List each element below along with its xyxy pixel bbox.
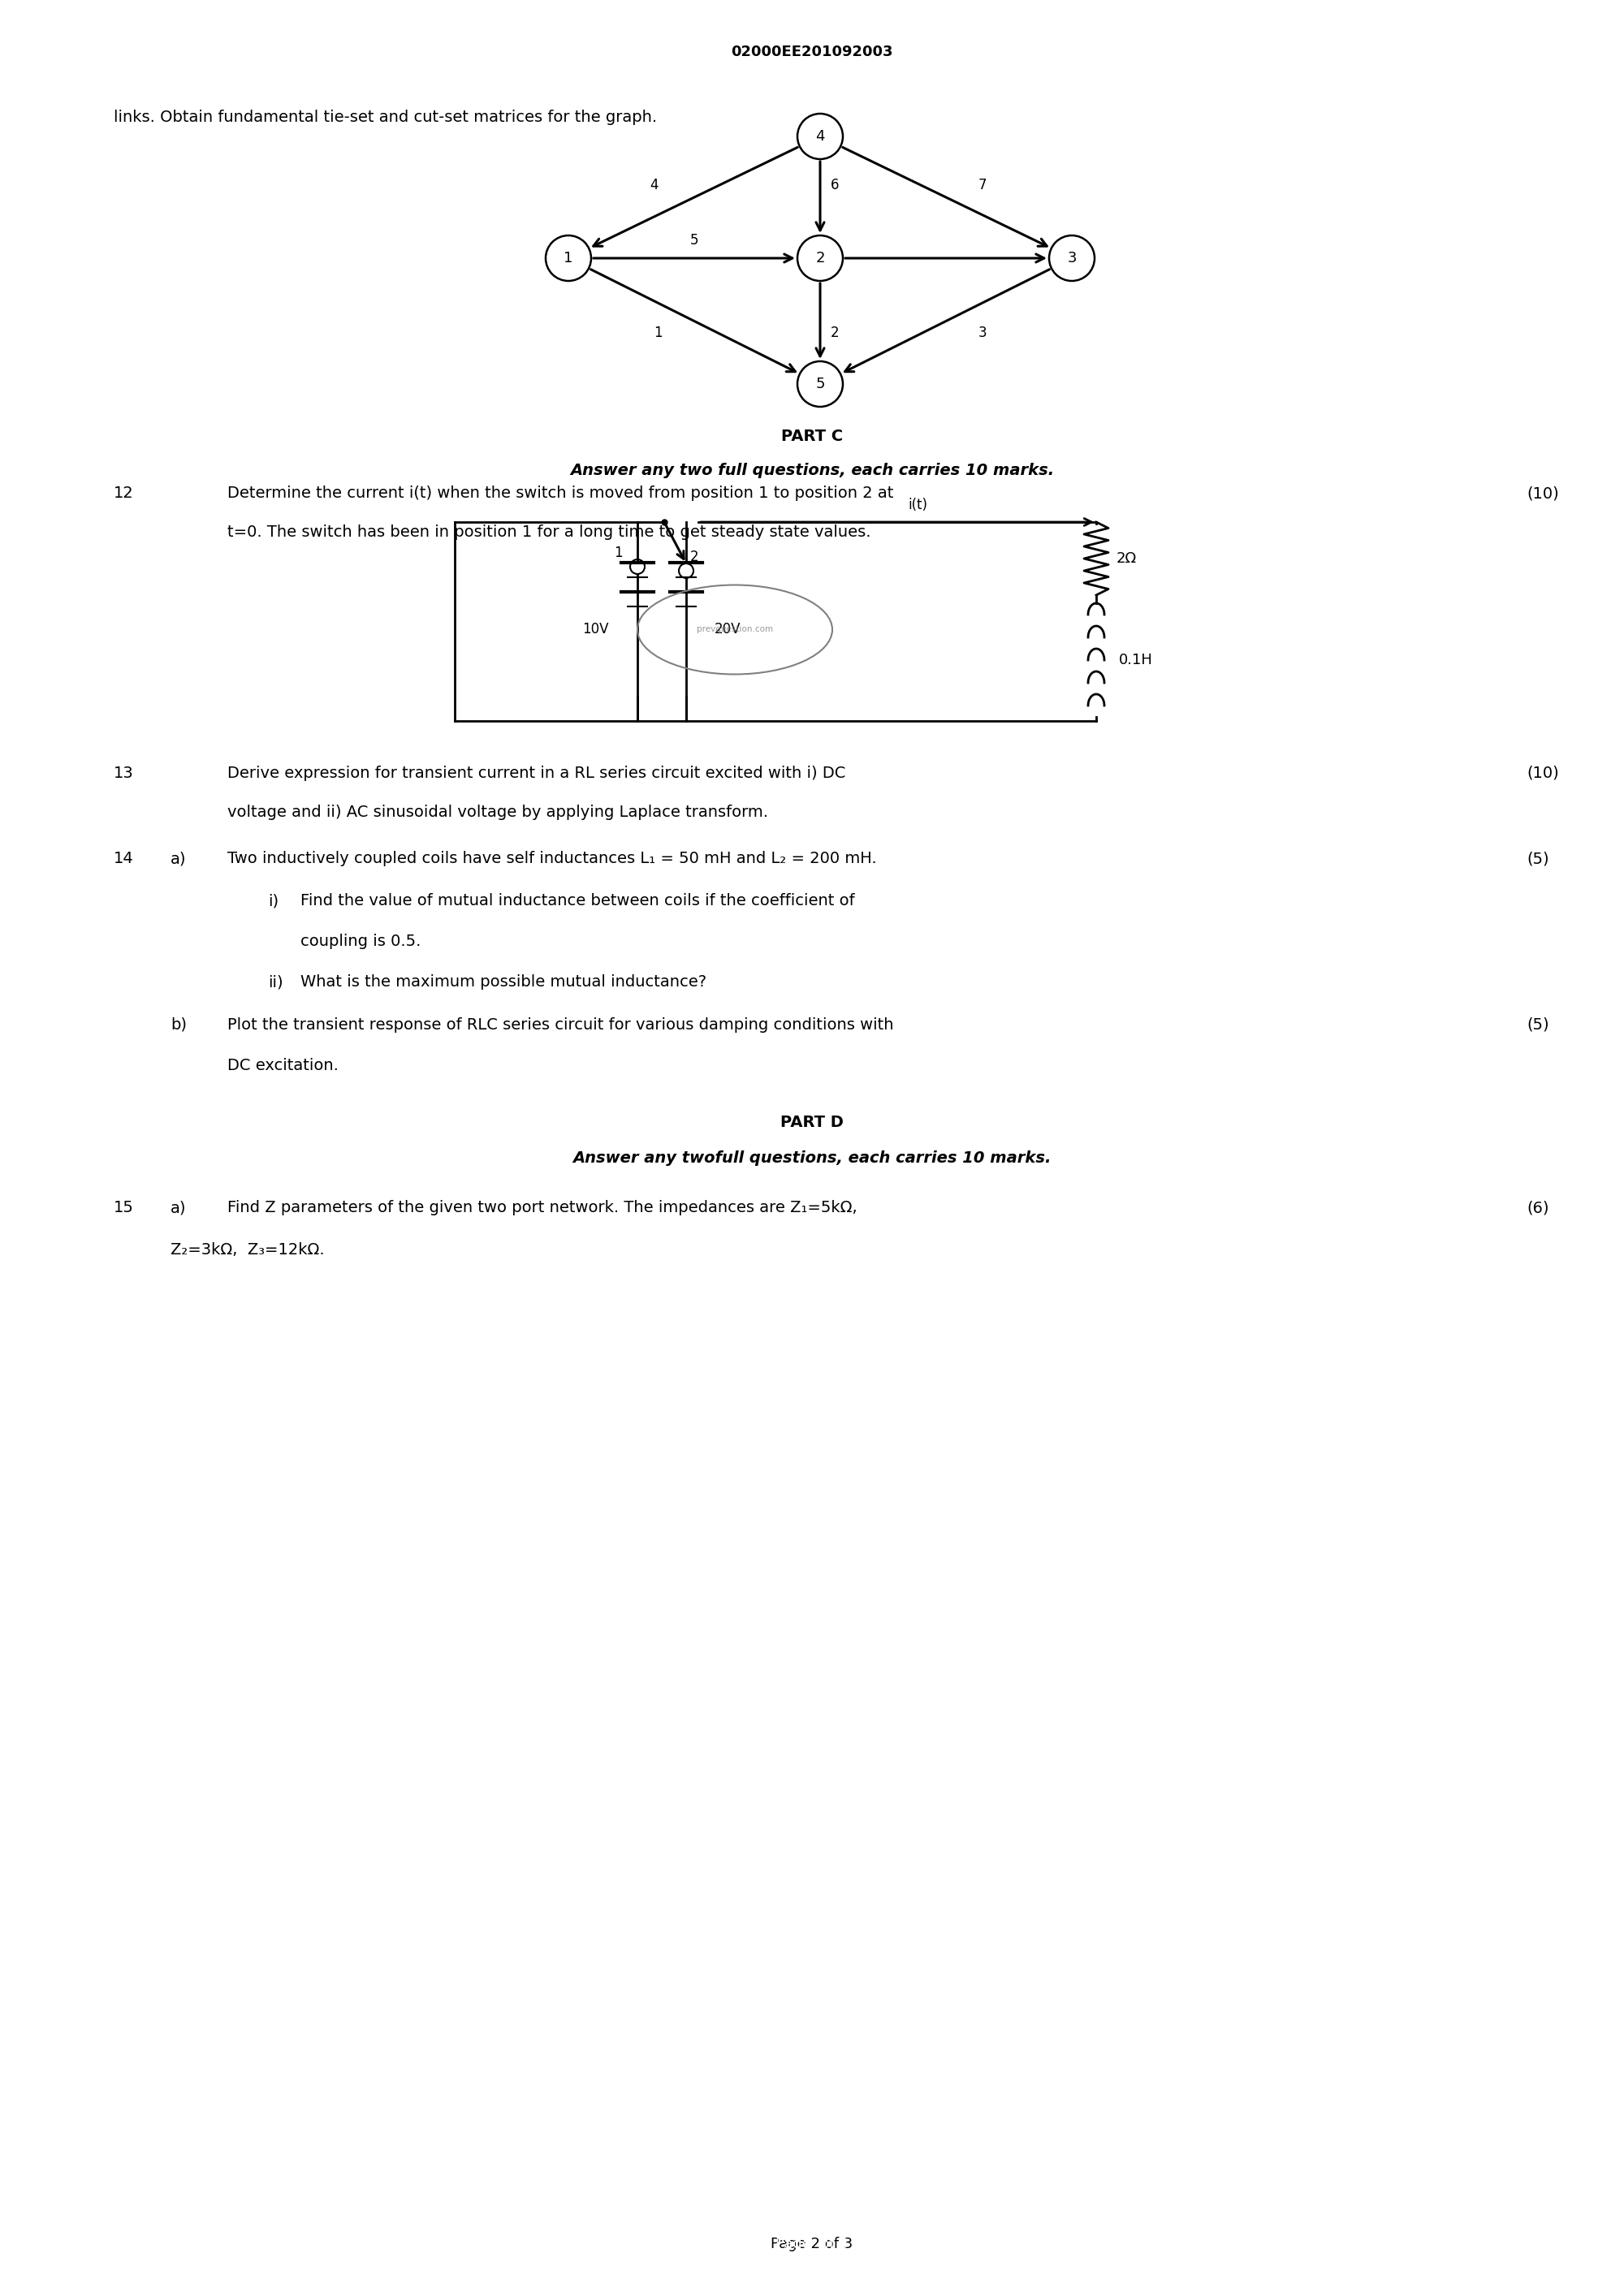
Text: 5: 5 xyxy=(815,377,825,390)
Text: PART C: PART C xyxy=(781,429,843,443)
Text: 1: 1 xyxy=(614,546,624,560)
Text: links. Obtain fundamental tie-set and cut-set matrices for the graph.: links. Obtain fundamental tie-set and cu… xyxy=(114,110,658,124)
Text: 13: 13 xyxy=(114,765,133,781)
Text: (6): (6) xyxy=(1527,1201,1549,1215)
Text: 10V: 10V xyxy=(583,622,609,636)
Text: 20V: 20V xyxy=(715,622,741,636)
Text: 4: 4 xyxy=(650,177,658,193)
Text: 4: 4 xyxy=(815,129,825,145)
Text: (5): (5) xyxy=(1527,852,1549,866)
Text: Determine the current i(t) when the switch is moved from position 1 to position : Determine the current i(t) when the swit… xyxy=(227,484,893,501)
Text: 1: 1 xyxy=(564,250,573,266)
Text: 2Ω: 2Ω xyxy=(1117,551,1137,565)
Text: 12: 12 xyxy=(114,484,133,501)
Text: 2: 2 xyxy=(690,549,698,565)
Text: 3: 3 xyxy=(1067,250,1077,266)
Text: 0.1H: 0.1H xyxy=(1119,652,1153,668)
Text: i(t): i(t) xyxy=(908,498,927,512)
Text: a): a) xyxy=(171,1201,187,1215)
Text: i): i) xyxy=(268,893,279,909)
Text: b): b) xyxy=(171,1017,187,1033)
Text: Find the value of mutual inductance between coils if the coefficient of: Find the value of mutual inductance betw… xyxy=(300,893,854,909)
Text: a): a) xyxy=(171,852,187,866)
Text: voltage and ii) AC sinusoidal voltage by applying Laplace transform.: voltage and ii) AC sinusoidal voltage by… xyxy=(227,804,768,820)
Text: Answer any two full questions, each carries 10 marks.: Answer any two full questions, each carr… xyxy=(570,464,1054,478)
Text: 1: 1 xyxy=(653,326,663,340)
Text: 7: 7 xyxy=(978,177,987,193)
Text: ii): ii) xyxy=(268,974,283,990)
Text: (10): (10) xyxy=(1527,765,1559,781)
Text: t=0. The switch has been in position 1 for a long time to get steady state value: t=0. The switch has been in position 1 f… xyxy=(227,523,870,540)
Text: Page 2 of 3: Page 2 of 3 xyxy=(771,2236,853,2252)
Text: 14: 14 xyxy=(114,852,133,866)
Text: 5: 5 xyxy=(690,232,698,248)
Text: What is the maximum possible mutual inductance?: What is the maximum possible mutual indu… xyxy=(300,974,706,990)
Text: PART D: PART D xyxy=(781,1116,843,1130)
Text: Answer any twofull questions, each carries 10 marks.: Answer any twofull questions, each carri… xyxy=(573,1150,1051,1166)
Text: Find Z parameters of the given two port network. The impedances are Z₁=5kΩ,: Find Z parameters of the given two port … xyxy=(227,1201,857,1215)
Text: Page  of 3: Page of 3 xyxy=(776,2236,848,2252)
Text: 6: 6 xyxy=(830,177,840,193)
Text: 15: 15 xyxy=(114,1201,133,1215)
Text: 3: 3 xyxy=(978,326,987,340)
Text: Two inductively coupled coils have self inductances L₁ = 50 mH and L₂ = 200 mH.: Two inductively coupled coils have self … xyxy=(227,852,877,866)
Text: 02000EE201092003: 02000EE201092003 xyxy=(731,44,893,60)
Text: (10): (10) xyxy=(1527,484,1559,501)
Text: coupling is 0.5.: coupling is 0.5. xyxy=(300,934,421,948)
Text: Derive expression for transient current in a RL series circuit excited with i) D: Derive expression for transient current … xyxy=(227,765,846,781)
Text: prevquestion.com: prevquestion.com xyxy=(697,625,773,634)
Text: (5): (5) xyxy=(1527,1017,1549,1033)
Text: DC excitation.: DC excitation. xyxy=(227,1058,338,1072)
Text: Plot the transient response of RLC series circuit for various damping conditions: Plot the transient response of RLC serie… xyxy=(227,1017,893,1033)
Text: Z₂=3kΩ,  Z₃=12kΩ.: Z₂=3kΩ, Z₃=12kΩ. xyxy=(171,1242,325,1258)
Text: 2: 2 xyxy=(830,326,840,340)
Text: 2: 2 xyxy=(815,250,825,266)
